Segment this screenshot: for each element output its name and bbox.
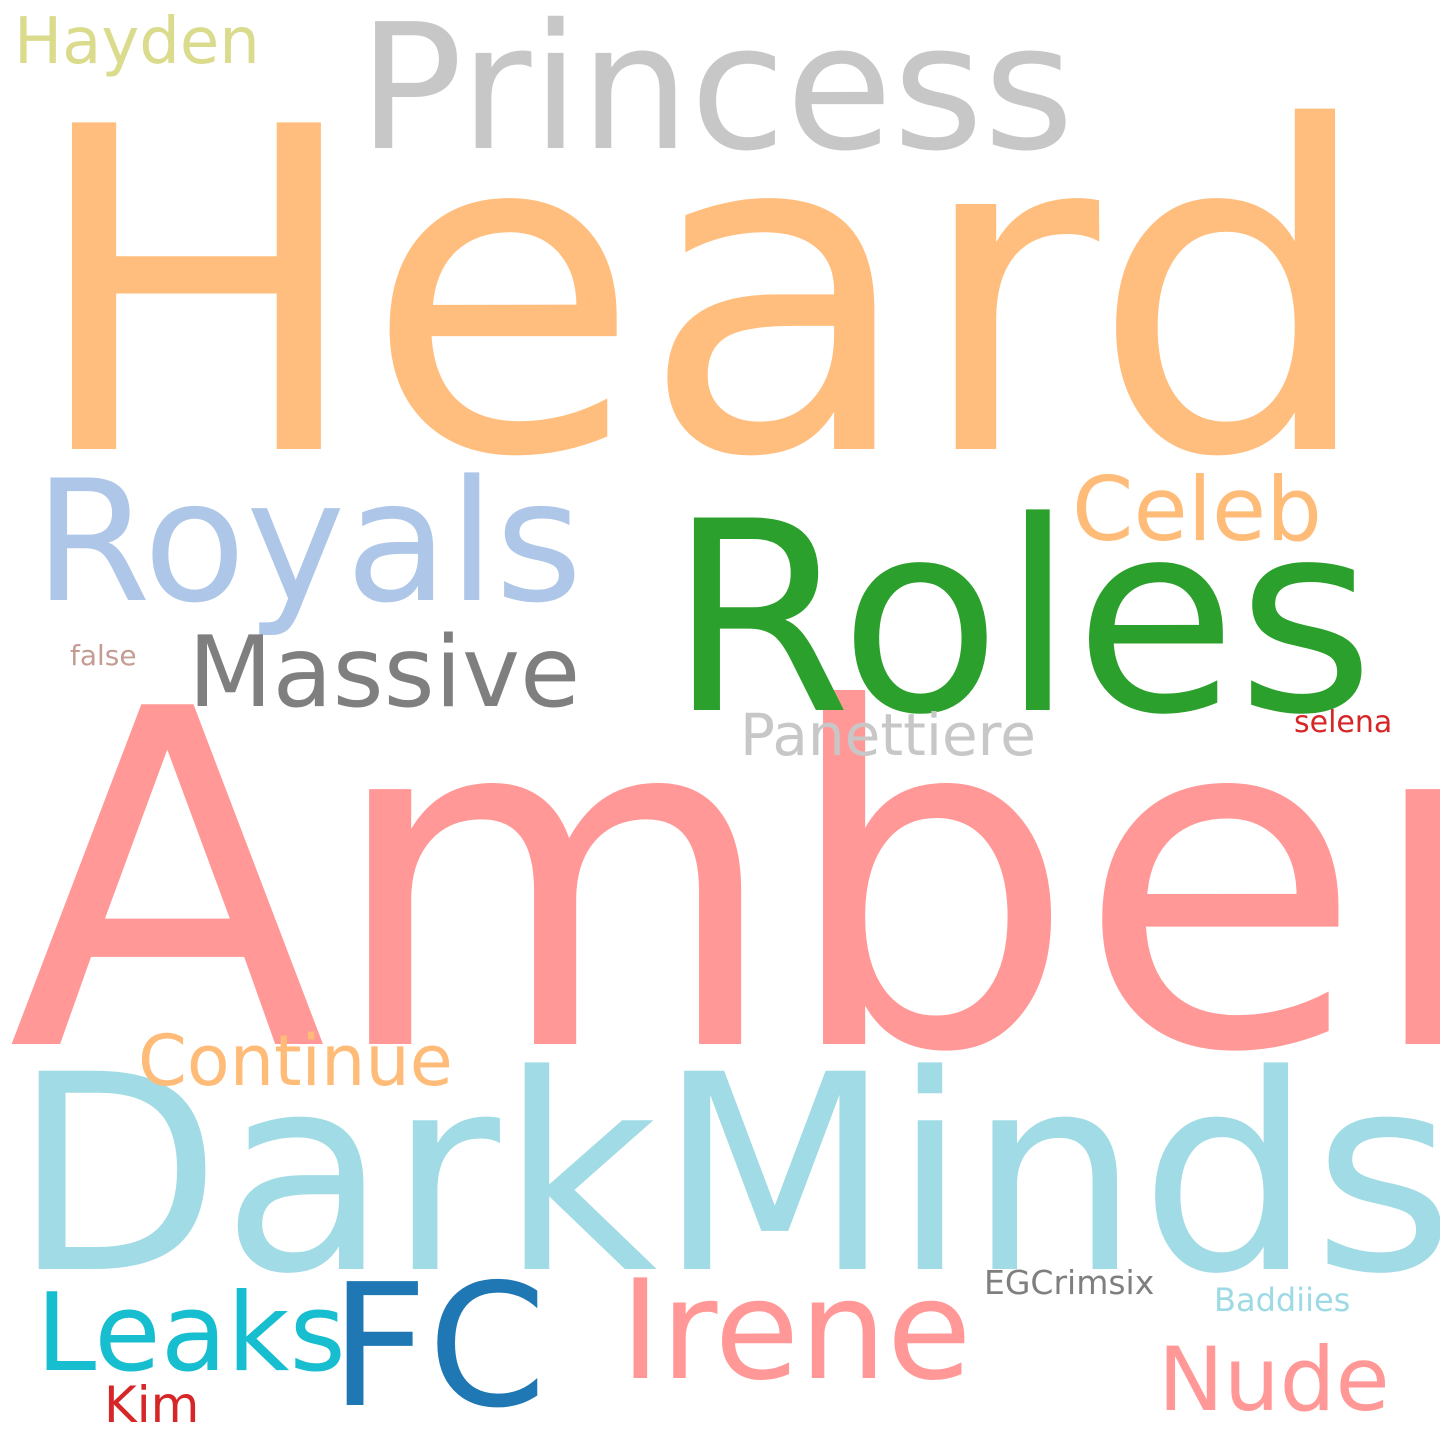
word-hayden: Hayden <box>14 5 260 79</box>
word-leaks: Leaks <box>36 1271 346 1396</box>
word-egcrimsix: EGCrimsix <box>984 1263 1155 1302</box>
word-panettiere: Panettiere <box>740 701 1036 769</box>
word-amber: Amber <box>8 611 1440 1154</box>
word-kim: Kim <box>104 1376 200 1434</box>
word-baddiies: Baddiies <box>1214 1281 1351 1319</box>
word-irene: Irene <box>620 1250 972 1411</box>
word-nude: Nude <box>1158 1328 1390 1431</box>
word-celeb: Celeb <box>1072 458 1323 561</box>
word-princess: Princess <box>358 0 1075 190</box>
word-darkminds: DarkMinds <box>12 1018 1440 1334</box>
word-false: false <box>70 639 137 672</box>
word-massive: Massive <box>188 616 581 730</box>
word-heard: Heard <box>28 33 1376 555</box>
word-fc: FC <box>330 1248 547 1440</box>
word-selena: selena <box>1294 705 1393 740</box>
word-continue: Continue <box>138 1020 453 1102</box>
word-royals: Royals <box>34 444 583 640</box>
word-roles: Roles <box>668 466 1375 773</box>
